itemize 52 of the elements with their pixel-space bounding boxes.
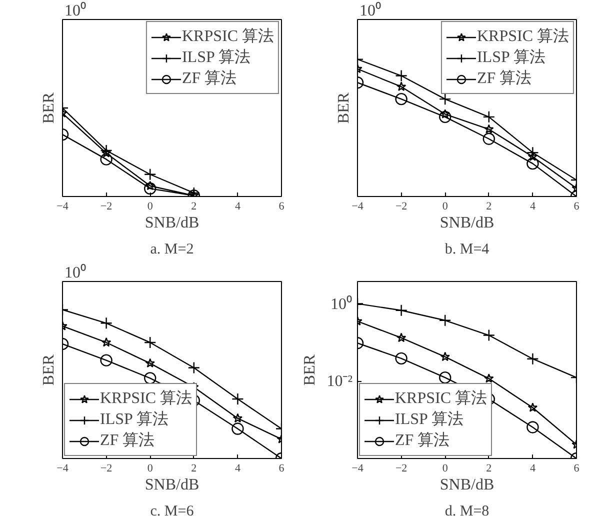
text: b. M=4: [444, 242, 490, 258]
x-tick-label: 2: [191, 462, 197, 474]
legend-label: ILSP 算法: [182, 48, 250, 68]
text: d. M=8: [444, 504, 490, 520]
x-tick-label: 4: [530, 200, 536, 212]
x-tick-label: 4: [234, 200, 241, 212]
x-axis-title: SNB/dB: [144, 476, 200, 494]
x-tick-label: 0: [442, 462, 448, 474]
x-tick-label: 0: [147, 462, 154, 474]
x-tick-label: −4: [56, 200, 69, 212]
x-tick-label: 6: [574, 462, 580, 474]
text: 10⁰: [64, 2, 86, 20]
text: c. M=6: [150, 504, 194, 520]
x-tick-label: 2: [486, 462, 492, 474]
x-tick-label: −4: [352, 462, 364, 474]
legend-label: KRPSIC 算法: [100, 388, 192, 409]
x-axis-title: SNB/dB: [144, 214, 200, 232]
y-axis-title: BER: [40, 92, 58, 124]
x-tick-label: 4: [530, 462, 536, 474]
x-axis-title: SNB/dB: [440, 476, 494, 494]
text: 10⁰: [64, 264, 86, 282]
y-axis-title: BER: [336, 92, 352, 124]
legend-label: ILSP 算法: [395, 410, 464, 430]
legend-label: KRPSIC 算法: [395, 388, 488, 409]
x-tick-label: 0: [147, 200, 154, 212]
x-tick-label: 6: [278, 200, 285, 212]
x-tick-label: −2: [100, 462, 112, 474]
x-tick-label: −4: [56, 462, 69, 474]
legend-label: ZF 算法: [476, 68, 532, 89]
y-axis-title: BER: [302, 354, 319, 386]
legend-label: ILSP 算法: [100, 410, 168, 430]
x-tick-label: 6: [574, 200, 580, 212]
legend-label: ZF 算法: [100, 430, 155, 451]
legend-label: ILSP 算法: [476, 48, 546, 68]
x-tick-label: −2: [395, 200, 408, 212]
legend-label: KRPSIC 算法: [476, 26, 569, 47]
x-tick-label: −4: [352, 200, 364, 212]
y-axis-title: BER: [40, 354, 58, 386]
x-tick-label: 6: [278, 462, 285, 474]
x-tick-label: −2: [100, 200, 112, 212]
text: 10⁰: [360, 2, 382, 20]
x-tick-label: 0: [442, 200, 448, 212]
x-tick-label: 2: [191, 200, 197, 212]
x-tick-label: 2: [486, 200, 492, 212]
y-tick-label: 10⁻²: [326, 373, 353, 390]
legend-label: ZF 算法: [395, 430, 450, 451]
x-tick-label: 4: [234, 462, 241, 474]
x-tick-label: −2: [395, 462, 408, 474]
x-axis-title: SNB/dB: [440, 214, 494, 232]
legend-label: ZF 算法: [182, 68, 237, 89]
legend-label: KRPSIC 算法: [182, 26, 274, 47]
text: a. M=2: [150, 242, 194, 258]
